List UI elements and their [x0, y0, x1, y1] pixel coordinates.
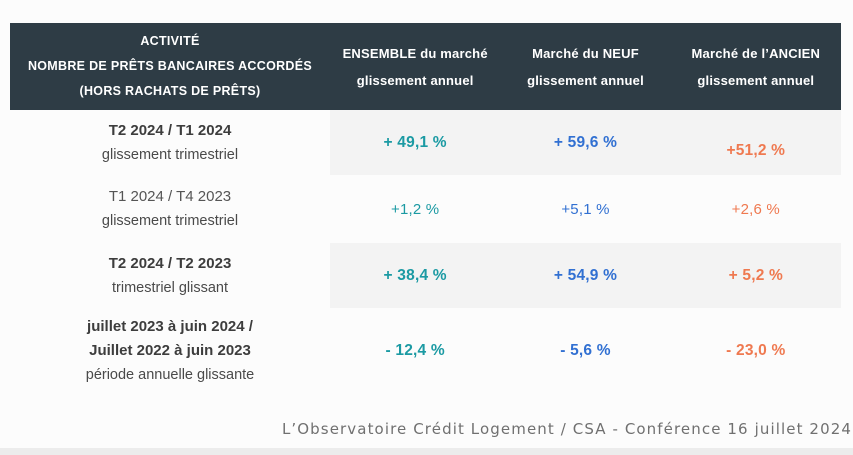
row-period-label: juillet 2023 à juin 2024 / Juillet 2022 … [10, 308, 330, 393]
source-credit: L’Observatoire Crédit Logement / CSA - C… [281, 420, 852, 438]
row-period-text-2: Juillet 2022 à juin 2023 [89, 341, 251, 359]
value-ancien: - 23,0 % [726, 341, 786, 359]
value-ensemble: + 38,4 % [383, 266, 447, 284]
row-period-subtext: trimestriel glissant [111, 279, 229, 296]
row-values: + 38,4 % + 54,9 % + 5,2 % [330, 243, 841, 308]
value-neuf: + 59,6 % [553, 133, 618, 151]
header-col-ensemble: ENSEMBLE du marché glissement annuel [330, 40, 500, 94]
row-period-label: T2 2024 / T1 2024 glissement trimestriel [10, 110, 330, 175]
row-period-label: T2 2024 / T2 2023 trimestriel glissant [10, 243, 330, 308]
header-col-ancien-line-2: glissement annuel [697, 72, 815, 88]
header-col-ancien: Marché de l’ANCIEN glissement annuel [671, 40, 841, 94]
value-ancien: +51,2 % [726, 141, 786, 159]
row-period-label: T1 2024 / T4 2023 glissement trimestriel [10, 175, 330, 243]
header-col-neuf-line-1: Marché du NEUF [532, 45, 639, 61]
table-header-row: ACTIVITÉ NOMBRE DE PRÊTS BANCAIRES ACCOR… [10, 23, 841, 110]
value-neuf: - 5,6 % [560, 341, 611, 359]
row-values: +1,2 % +5,1 % +2,6 % [330, 175, 841, 243]
table-row: T2 2024 / T2 2023 trimestriel glissant +… [10, 243, 841, 308]
header-col-neuf: Marché du NEUF glissement annuel [500, 40, 670, 94]
value-neuf: + 54,9 % [553, 266, 618, 284]
table-row: juillet 2023 à juin 2024 / Juillet 2022 … [10, 308, 841, 393]
row-period-subtext: glissement trimestriel [101, 146, 239, 163]
row-period-text: T2 2024 / T1 2024 [108, 121, 232, 139]
activity-table: ACTIVITÉ NOMBRE DE PRÊTS BANCAIRES ACCOR… [10, 23, 841, 393]
row-period-subtext: glissement trimestriel [101, 213, 239, 229]
table-row: T2 2024 / T1 2024 glissement trimestriel… [10, 110, 841, 175]
value-ensemble: + 49,1 % [383, 133, 447, 151]
header-col-ensemble-line-2: glissement annuel [356, 72, 474, 88]
bottom-divider-bar [0, 448, 853, 455]
row-period-subtext: période annuelle glissante [85, 366, 255, 383]
header-activity-line-3: (HORS RACHATS DE PRÊTS) [79, 84, 261, 98]
header-activity-line-2: NOMBRE DE PRÊTS BANCAIRES ACCORDÉS [27, 59, 313, 73]
value-neuf: +5,1 % [561, 200, 610, 218]
row-period-text: T2 2024 / T2 2023 [108, 254, 232, 272]
header-col-ensemble-line-1: ENSEMBLE du marché [342, 45, 488, 61]
row-period-text: T1 2024 / T4 2023 [108, 188, 232, 205]
value-ancien: +2,6 % [731, 200, 780, 218]
table-row: T1 2024 / T4 2023 glissement trimestriel… [10, 175, 841, 243]
header-activity-line-1: ACTIVITÉ [140, 34, 200, 48]
header-col-ancien-line-1: Marché de l’ANCIEN [691, 45, 821, 61]
value-ensemble: +1,2 % [391, 200, 440, 218]
value-ensemble: - 12,4 % [385, 341, 445, 359]
row-values: + 49,1 % + 59,6 % +51,2 % [330, 110, 841, 175]
value-ancien: + 5,2 % [728, 266, 784, 284]
row-values: - 12,4 % - 5,6 % - 23,0 % [330, 308, 841, 393]
row-period-text: juillet 2023 à juin 2024 / [87, 317, 253, 335]
header-col-neuf-line-2: glissement annuel [527, 72, 644, 88]
header-activity-title: ACTIVITÉ NOMBRE DE PRÊTS BANCAIRES ACCOR… [10, 29, 330, 104]
